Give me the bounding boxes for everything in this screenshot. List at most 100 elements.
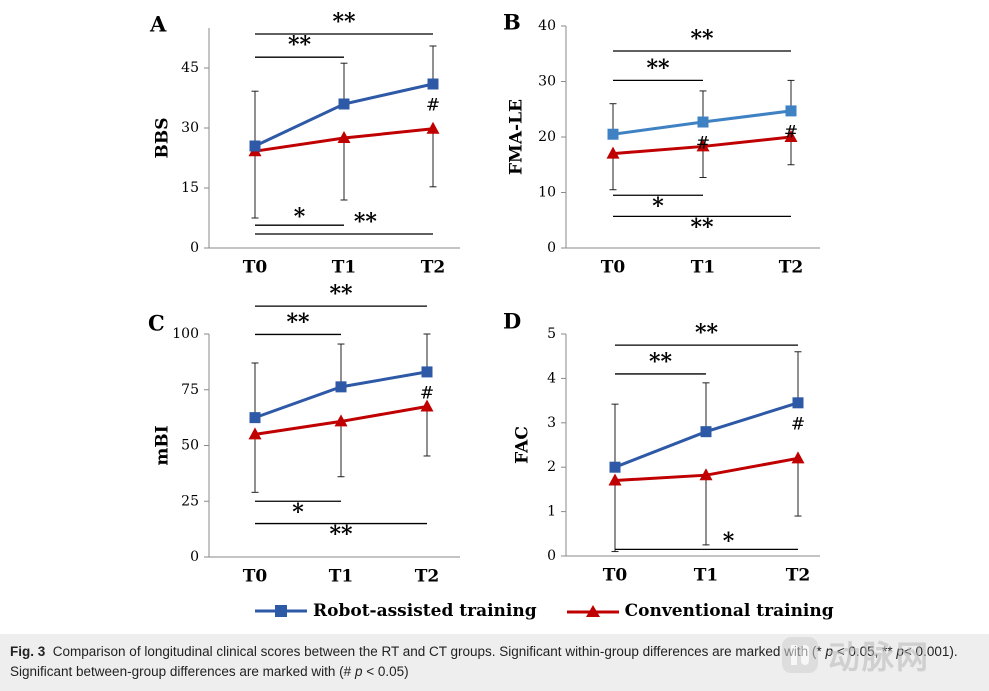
caption-text-4: < 0.05) xyxy=(366,664,409,679)
panel-a-ytick-label-1: 15 xyxy=(181,180,199,196)
panel-d-point-s0-0 xyxy=(609,461,621,473)
panel-a-bracket-label-2: * xyxy=(294,204,306,230)
watermark-text: 动脉网 xyxy=(828,638,931,676)
panel-c-point-s1-0 xyxy=(248,427,262,440)
panel-d-xtick-label-2: T2 xyxy=(786,566,810,586)
panel-a-point-s1-2 xyxy=(426,121,440,134)
panel-b-between-mark-2: # xyxy=(784,122,798,142)
caption-text-3: < 0.001). Significant between-group diff… xyxy=(10,644,958,679)
panel-a-ytick-label-3: 45 xyxy=(181,60,199,76)
panel-b-xtick-label-0: T0 xyxy=(601,258,626,278)
panel-b-bracket-label-2: * xyxy=(652,193,664,219)
caption-p-2: p xyxy=(896,644,904,659)
panel-a-xtick-label-2: T2 xyxy=(421,258,445,278)
panel-c-letter: C xyxy=(148,311,165,336)
panel-b-between-mark-1: # xyxy=(696,134,710,154)
panel-d-point-s1-2 xyxy=(791,451,805,464)
panel-d-ylabel: FAC xyxy=(513,426,533,464)
panel-d-bracket-label-0: ** xyxy=(695,320,719,346)
panel-b-ytick-label-2: 20 xyxy=(538,129,556,145)
panel-a-bracket-label-1: ** xyxy=(288,32,312,58)
panel-d-point-s1-1 xyxy=(699,468,713,481)
watermark: 动脉网 xyxy=(780,628,980,682)
caption-block: Fig. 3 Comparison of longitudinal clinic… xyxy=(0,634,989,691)
panel-d-bracket-label-2: * xyxy=(723,528,735,554)
panel-a-xtick-label-1: T1 xyxy=(332,258,356,278)
panel-b-bracket-label-1: ** xyxy=(646,55,670,81)
panel-a-letter: A xyxy=(149,12,167,37)
panel-d-ytick-label-2: 2 xyxy=(547,459,556,475)
panel-a-point-s0-2 xyxy=(427,78,439,90)
panel-c-bracket-label-2: * xyxy=(292,499,304,525)
caption-fig-label: Fig. 3 xyxy=(10,644,46,659)
panel-d-between-mark-2: # xyxy=(791,414,805,434)
panel-b-ytick-label-4: 40 xyxy=(538,18,556,34)
panel-b-bracket-label-0: ** xyxy=(690,26,714,52)
panel-a-point-s0-1 xyxy=(338,98,350,110)
panel-d-xtick-label-1: T1 xyxy=(694,566,718,586)
panel-d-bracket-label-1: ** xyxy=(649,349,673,375)
panel-d-ytick-label-5: 5 xyxy=(547,326,556,342)
figure-caption: Fig. 3 Comparison of longitudinal clinic… xyxy=(10,642,985,682)
panel-b-point-s1-1 xyxy=(696,139,710,152)
panel-c-ylabel: mBI xyxy=(153,425,173,465)
legend-swatch-robot xyxy=(255,605,307,617)
panel-d-point-s0-1 xyxy=(700,426,712,438)
caption-text-1: Comparison of longitudinal clinical scor… xyxy=(52,644,826,659)
panel-d-point-s0-2 xyxy=(792,397,804,409)
panel-c-ytick-label-2: 50 xyxy=(181,438,199,454)
legend-item-conventional: Conventional training xyxy=(566,601,834,621)
panel-d-xtick-label-0: T0 xyxy=(603,566,628,586)
legend: Robot-assisted training Conventional tra… xyxy=(255,598,864,624)
panel-c-bracket-label-3: ** xyxy=(329,522,353,548)
panel-a-ytick-label-0: 0 xyxy=(190,240,199,256)
panel-a-point-s0-0 xyxy=(249,140,261,152)
panel-c-point-s0-2 xyxy=(421,366,433,378)
legend-label-conventional: Conventional training xyxy=(624,601,834,621)
panel-b-point-s0-2 xyxy=(785,105,797,117)
panel-d-ytick-label-0: 0 xyxy=(547,548,556,564)
panel-b-xtick-label-2: T2 xyxy=(779,258,803,278)
watermark-logo-icon xyxy=(782,637,818,673)
panel-a-bracket-label-0: ** xyxy=(332,9,356,35)
caption-p-1: p xyxy=(825,644,833,659)
panel-d-ytick-label-1: 1 xyxy=(547,504,556,520)
panel-b-ytick-label-0: 0 xyxy=(547,240,556,256)
panel-d-point-s1-0 xyxy=(608,473,622,486)
panel-b-bracket-label-3: ** xyxy=(690,214,714,240)
panel-c-xtick-label-2: T2 xyxy=(415,567,439,587)
panel-d-ytick-label-4: 4 xyxy=(547,370,556,386)
panel-a-xtick-label-0: T0 xyxy=(243,258,268,278)
panel-c-point-s1-1 xyxy=(334,414,348,427)
panel-d-ytick-label-3: 3 xyxy=(547,415,556,431)
panel-c-ytick-label-3: 75 xyxy=(181,382,199,398)
panel-c-between-mark-2: # xyxy=(420,383,434,403)
panel-c-ytick-label-0: 0 xyxy=(190,549,199,565)
panel-c-point-s0-1 xyxy=(335,381,347,393)
caption-text-2: < 0.05, ** xyxy=(836,644,893,659)
panel-c-xtick-label-0: T0 xyxy=(243,567,268,587)
panel-b-point-s1-2 xyxy=(784,130,798,142)
panel-b-letter: B xyxy=(503,10,521,35)
panel-b-point-s0-1 xyxy=(697,116,709,128)
panel-a-between-mark-2: # xyxy=(426,96,440,116)
panel-b-point-s0-0 xyxy=(607,128,619,140)
panel-c-ytick-label-4: 100 xyxy=(172,326,199,342)
legend-item-robot: Robot-assisted training xyxy=(255,601,537,621)
legend-swatch-conventional xyxy=(566,605,619,617)
panel-a-ylabel: BBS xyxy=(153,117,173,158)
panel-c-bracket-label-1: ** xyxy=(286,309,310,335)
panel-a-bracket-label-3: ** xyxy=(354,209,378,235)
panel-b-ytick-label-3: 30 xyxy=(538,74,556,90)
panel-b-ytick-label-1: 10 xyxy=(538,185,556,201)
panel-b-ylabel: FMA-LE xyxy=(507,99,527,175)
panel-c-bracket-label-0: ** xyxy=(329,281,353,307)
panel-c-ytick-label-1: 25 xyxy=(181,493,199,509)
legend-label-robot: Robot-assisted training xyxy=(313,601,537,621)
panel-c-point-s1-2 xyxy=(420,399,434,412)
panel-c-point-s0-0 xyxy=(249,412,261,424)
panel-b-xtick-label-1: T1 xyxy=(691,258,715,278)
panel-b-point-s1-0 xyxy=(606,146,620,159)
panel-c-xtick-label-1: T1 xyxy=(329,567,353,587)
panel-a-ytick-label-2: 30 xyxy=(181,120,199,136)
